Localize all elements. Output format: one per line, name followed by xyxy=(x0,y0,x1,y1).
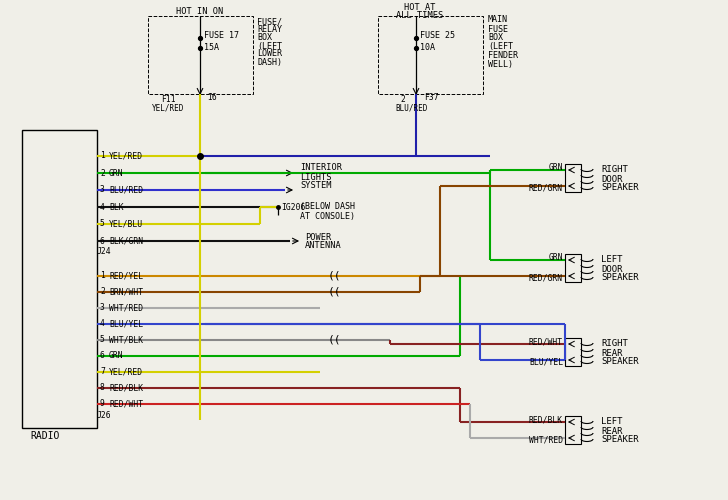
Text: RED/WHT: RED/WHT xyxy=(529,338,563,346)
Text: 8: 8 xyxy=(100,384,105,392)
Text: GRN: GRN xyxy=(109,352,124,360)
Text: 15A: 15A xyxy=(204,44,219,52)
Text: HOT AT: HOT AT xyxy=(404,4,436,13)
Text: AT CONSOLE): AT CONSOLE) xyxy=(300,212,355,220)
Text: BLU/RED: BLU/RED xyxy=(109,186,143,194)
Text: RED/BLK: RED/BLK xyxy=(109,384,143,392)
Text: BLK: BLK xyxy=(109,202,124,211)
Text: RED/GRN: RED/GRN xyxy=(529,274,563,282)
Text: BLK/GRN: BLK/GRN xyxy=(109,236,143,246)
Text: YEL/BLU: YEL/BLU xyxy=(109,220,143,228)
Text: DOOR: DOOR xyxy=(601,264,622,274)
Bar xyxy=(565,338,581,366)
Text: SPEAKER: SPEAKER xyxy=(601,274,638,282)
Text: BLU/RED: BLU/RED xyxy=(395,104,427,112)
Text: ALL TIMES: ALL TIMES xyxy=(396,10,443,20)
Text: SPEAKER: SPEAKER xyxy=(601,358,638,366)
Text: SPEAKER: SPEAKER xyxy=(601,184,638,192)
Text: FUSE/: FUSE/ xyxy=(257,18,282,26)
Text: 4: 4 xyxy=(100,202,105,211)
Bar xyxy=(378,16,483,94)
Text: SYSTEM: SYSTEM xyxy=(300,182,331,190)
Text: F11: F11 xyxy=(161,96,175,104)
Text: ((: (( xyxy=(328,287,341,297)
Text: FUSE 17: FUSE 17 xyxy=(204,32,239,40)
Text: FENDER: FENDER xyxy=(488,52,518,60)
Text: DASH): DASH) xyxy=(257,58,282,66)
Text: ((: (( xyxy=(328,271,341,281)
Text: RED/BLK: RED/BLK xyxy=(529,416,563,424)
Text: (LEFT: (LEFT xyxy=(488,42,513,51)
Text: RED/WHT: RED/WHT xyxy=(109,400,143,408)
Text: GRN: GRN xyxy=(548,254,563,262)
Text: REAR: REAR xyxy=(601,426,622,436)
Text: 9: 9 xyxy=(100,400,105,408)
Bar xyxy=(565,416,581,444)
Text: 4: 4 xyxy=(100,320,105,328)
Text: LOWER: LOWER xyxy=(257,50,282,58)
Text: YEL/RED: YEL/RED xyxy=(109,152,143,160)
Text: RADIO: RADIO xyxy=(30,431,60,441)
Bar xyxy=(565,164,581,192)
Text: POWER: POWER xyxy=(305,232,331,241)
Text: WHT/RED: WHT/RED xyxy=(109,304,143,312)
Text: WELL): WELL) xyxy=(488,60,513,70)
Text: REAR: REAR xyxy=(601,348,622,358)
Text: F37: F37 xyxy=(424,94,439,102)
Text: 6: 6 xyxy=(100,352,105,360)
Text: MAIN: MAIN xyxy=(488,16,508,24)
Text: 6: 6 xyxy=(100,236,105,246)
Text: WHT/RED: WHT/RED xyxy=(529,436,563,444)
Text: 7: 7 xyxy=(100,368,105,376)
Text: 2: 2 xyxy=(400,96,405,104)
Text: I6: I6 xyxy=(207,94,217,102)
Text: J24: J24 xyxy=(97,248,111,256)
Text: HOT IN ON: HOT IN ON xyxy=(176,6,223,16)
Text: 5: 5 xyxy=(100,220,105,228)
Text: ANTENNA: ANTENNA xyxy=(305,242,341,250)
Text: BLU/YEL: BLU/YEL xyxy=(109,320,143,328)
Text: 1: 1 xyxy=(100,272,105,280)
Text: LIGHTS: LIGHTS xyxy=(300,172,331,182)
Text: RIGHT: RIGHT xyxy=(601,340,628,348)
Text: BLU/YEL: BLU/YEL xyxy=(529,358,563,366)
Bar xyxy=(565,254,581,282)
Text: RELAY: RELAY xyxy=(257,26,282,35)
Text: 10A: 10A xyxy=(420,44,435,52)
Text: FUSE 25: FUSE 25 xyxy=(420,32,455,40)
Text: BRN/WHT: BRN/WHT xyxy=(109,288,143,296)
Text: 3: 3 xyxy=(100,186,105,194)
Text: 1: 1 xyxy=(100,152,105,160)
Text: 3: 3 xyxy=(100,304,105,312)
Text: 2: 2 xyxy=(100,288,105,296)
Text: BOX: BOX xyxy=(257,34,272,42)
Text: ((: (( xyxy=(328,335,341,345)
Text: DOOR: DOOR xyxy=(601,174,622,184)
Text: RED/GRN: RED/GRN xyxy=(529,184,563,192)
Text: BOX: BOX xyxy=(488,34,503,42)
Text: LEFT: LEFT xyxy=(601,418,622,426)
Text: J26: J26 xyxy=(97,412,111,420)
Text: RED/YEL: RED/YEL xyxy=(109,272,143,280)
Text: WHT/BLK: WHT/BLK xyxy=(109,336,143,344)
Text: (LEFT: (LEFT xyxy=(257,42,282,50)
Text: 5: 5 xyxy=(100,336,105,344)
Text: GRN: GRN xyxy=(109,168,124,177)
Text: 2: 2 xyxy=(100,168,105,177)
Text: RIGHT: RIGHT xyxy=(601,166,628,174)
Text: LEFT: LEFT xyxy=(601,256,622,264)
Bar xyxy=(22,130,97,428)
Text: GRN: GRN xyxy=(548,164,563,172)
Text: IG206: IG206 xyxy=(281,202,305,211)
Text: SPEAKER: SPEAKER xyxy=(601,436,638,444)
Text: (BELOW DASH: (BELOW DASH xyxy=(300,202,355,211)
Bar xyxy=(148,16,253,94)
Text: YEL/RED: YEL/RED xyxy=(109,368,143,376)
Text: YEL/RED: YEL/RED xyxy=(152,104,184,112)
Text: INTERIOR: INTERIOR xyxy=(300,164,342,172)
Text: FUSE: FUSE xyxy=(488,24,508,34)
